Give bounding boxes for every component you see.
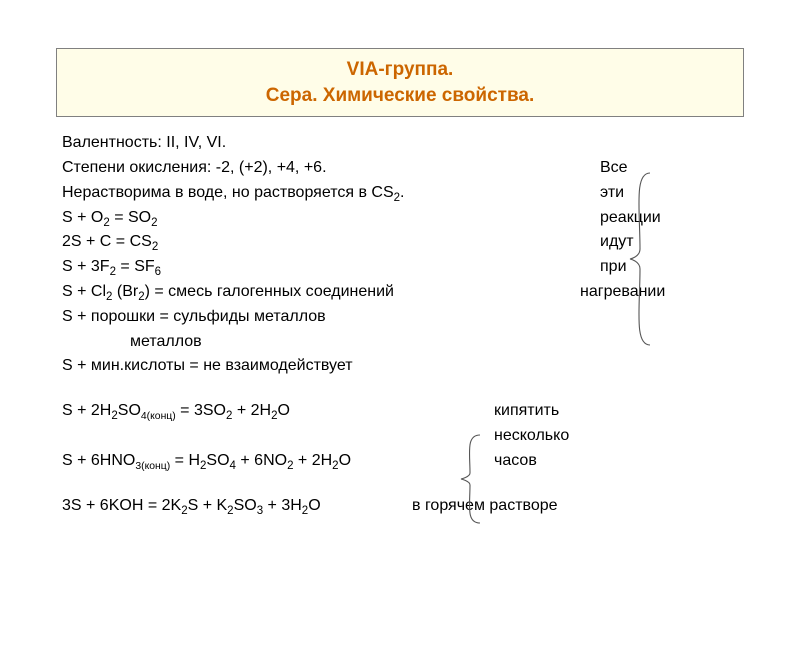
eq5-d: + 2H [232, 402, 271, 419]
valency-text: Валентность: II, IV, VI. [62, 134, 226, 151]
eq6-b: = H [170, 452, 200, 469]
line-valency: Валентность: II, IV, VI. [62, 131, 744, 156]
eq7-a: 3S + 6KOH = 2K [62, 497, 181, 514]
eq2-a: 2S + C = CS [62, 233, 152, 250]
solubility-text-a: Нерастворима в воде, но растворяется в C… [62, 184, 394, 201]
sub-6: 6 [155, 266, 161, 278]
annot-hot-solution: в горячем растворе [412, 494, 558, 519]
eq4-a: S + Cl [62, 283, 106, 300]
sub-conc: 4(конц) [141, 411, 176, 422]
curly-brace-icon [628, 171, 656, 347]
annot-all: Все [600, 156, 628, 181]
solubility-text-b: . [400, 184, 404, 201]
eq3-b: = SF [116, 258, 155, 275]
eq7-c: SO [234, 497, 257, 514]
annot-on: при [600, 255, 627, 280]
title-box: VIА-группа. Сера. Химические свойства. [56, 48, 744, 117]
eq4-c: ) = смесь галогенных соединений [145, 283, 394, 300]
eq7-d: + 3H [263, 497, 302, 514]
metals-text: металлов [130, 333, 202, 350]
eq6-f: O [339, 452, 351, 469]
line-eq7: 3S + 6KOH = 2K2S + K2SO3 + 3H2O в горяче… [62, 494, 744, 519]
eq7-e: O [308, 497, 320, 514]
eq4-b: (Br [112, 283, 138, 300]
annot-hours: часов [494, 449, 537, 474]
eq6-c: SO [206, 452, 229, 469]
annot-several: несколько [494, 424, 569, 449]
eq5-a: S + 2H [62, 402, 111, 419]
eq5-b: SO [118, 402, 141, 419]
eq1-b: = SO [110, 209, 151, 226]
sub-2: 2 [152, 242, 158, 254]
powders-text: S + порошки = сульфиды металлов [62, 308, 326, 325]
eq6-d: + 6NO [236, 452, 287, 469]
title-line-1: VIА-группа. [57, 57, 743, 83]
annot-boil: кипятить [494, 399, 559, 424]
eq3-a: S + 3F [62, 258, 110, 275]
title-line-2: Сера. Химические свойства. [57, 83, 743, 109]
line-acids: S + мин.кислоты = не взаимодействует [62, 354, 744, 379]
sub-conc2: 3(конц) [135, 461, 170, 472]
line-eq6: S + 6HNO3(конц) = H2SO4 + 6NO2 + 2H2O ча… [62, 449, 744, 474]
oxidation-text: Степени окисления: -2, (+2), +4, +6. [62, 159, 327, 176]
annot-these: эти [600, 181, 624, 206]
eq1-a: S + O [62, 209, 103, 226]
line-eq5: S + 2H2SO4(конц) = 3SO2 + 2H2O кипятить [62, 399, 744, 424]
eq7-b: S + K [188, 497, 228, 514]
acids-text: S + мин.кислоты = не взаимодействует [62, 357, 353, 374]
line-annot-several: . несколько [62, 424, 744, 449]
eq5-c: = 3SO [176, 402, 226, 419]
eq6-e: + 2H [293, 452, 332, 469]
curly-brace-icon [458, 433, 484, 525]
eq5-e: O [277, 402, 289, 419]
content-block: Валентность: II, IV, VI. Степени окислен… [62, 131, 744, 518]
sub-2: 2 [151, 217, 157, 229]
eq6-a: S + 6HNO [62, 452, 135, 469]
